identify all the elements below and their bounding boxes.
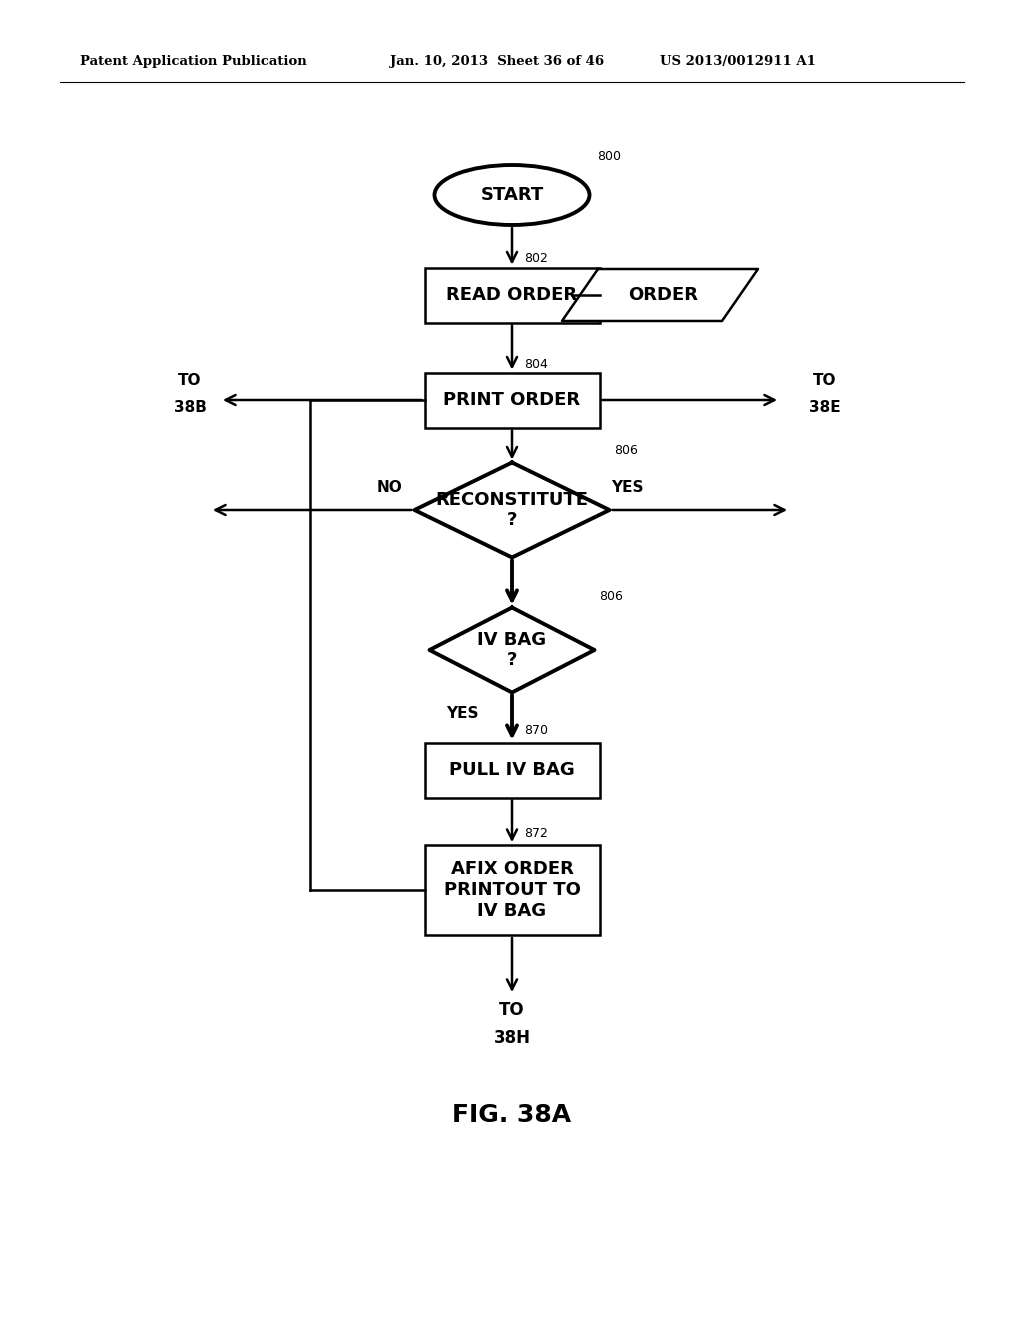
Ellipse shape [434,165,590,224]
Text: 872: 872 [524,828,548,840]
Text: 38H: 38H [494,1030,530,1047]
Text: IV BAG
?: IV BAG ? [477,631,547,669]
Text: 800: 800 [597,150,621,162]
Text: 38B: 38B [173,400,207,414]
Text: YES: YES [611,480,644,495]
Text: AFIX ORDER
PRINTOUT TO
IV BAG: AFIX ORDER PRINTOUT TO IV BAG [443,861,581,920]
Text: YES: YES [445,705,478,721]
Text: 870: 870 [524,725,548,738]
Text: ORDER: ORDER [628,286,698,304]
Text: Jan. 10, 2013  Sheet 36 of 46: Jan. 10, 2013 Sheet 36 of 46 [390,55,604,69]
Polygon shape [562,269,758,321]
Text: FIG. 38A: FIG. 38A [453,1104,571,1127]
Text: 806: 806 [614,445,638,458]
Bar [425,372,599,428]
Text: US 2013/0012911 A1: US 2013/0012911 A1 [660,55,816,69]
Text: 802: 802 [524,252,548,265]
Bar [425,742,599,797]
Text: TO: TO [178,374,202,388]
Text: 804: 804 [524,358,548,371]
Text: START: START [480,186,544,205]
Text: NO: NO [377,480,402,495]
Text: Patent Application Publication: Patent Application Publication [80,55,307,69]
Text: TO: TO [499,1001,525,1019]
Text: READ ORDER: READ ORDER [446,286,578,304]
Polygon shape [429,607,595,693]
Text: PRINT ORDER: PRINT ORDER [443,391,581,409]
Text: 38E: 38E [809,400,841,414]
Bar [425,845,599,935]
Text: 806: 806 [599,590,624,602]
Bar [425,268,599,322]
Text: TO: TO [813,374,837,388]
Polygon shape [415,462,609,557]
Text: RECONSTITUTE
?: RECONSTITUTE ? [435,491,589,529]
Text: PULL IV BAG: PULL IV BAG [450,762,574,779]
